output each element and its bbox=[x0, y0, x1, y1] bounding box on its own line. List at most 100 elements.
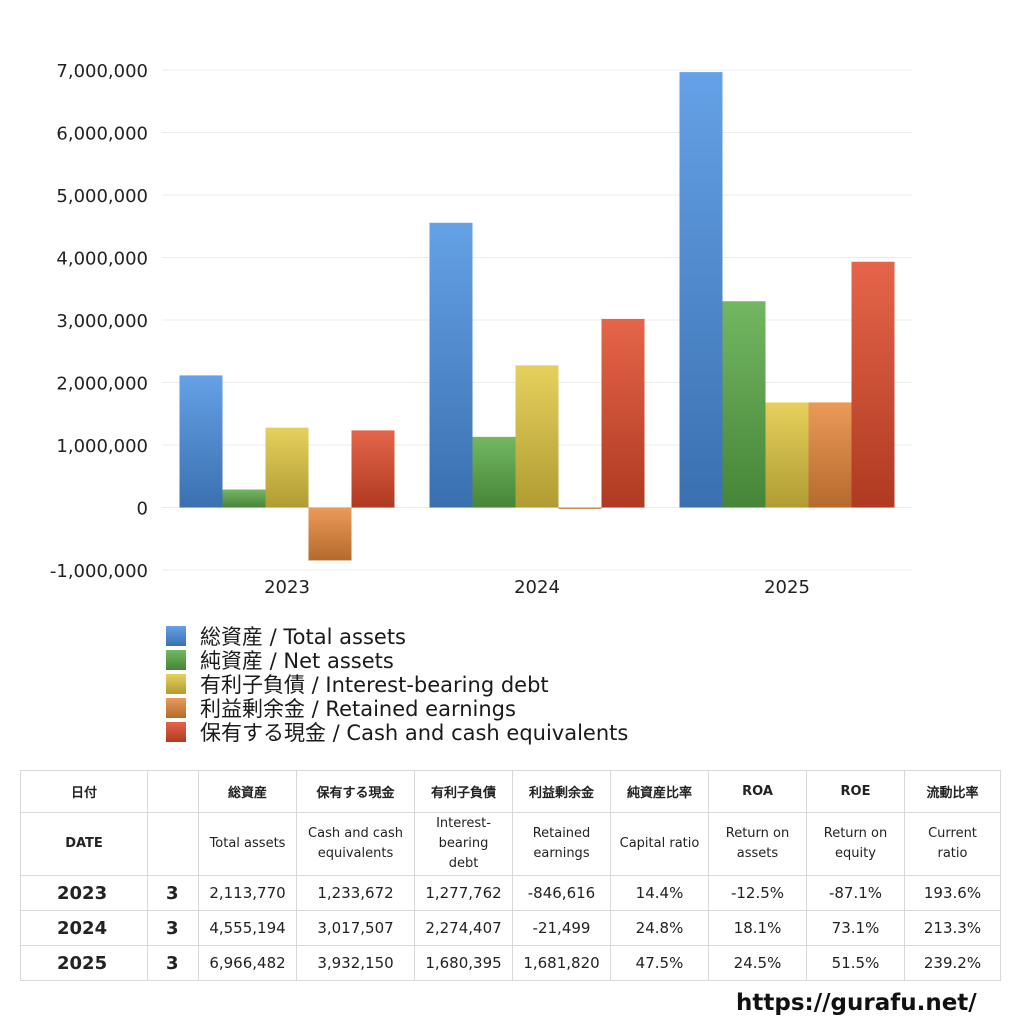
y-tick-label: -1,000,000 bbox=[50, 561, 148, 582]
y-tick-label: 1,000,000 bbox=[56, 436, 148, 457]
legend-swatch bbox=[166, 698, 186, 718]
bar bbox=[515, 365, 559, 508]
header-cell: Retained earnings bbox=[512, 812, 611, 876]
header-cell: DATE bbox=[20, 812, 148, 876]
bar bbox=[472, 436, 516, 508]
legend-label: 純資産 / Net assets bbox=[200, 649, 394, 673]
header-cell: 流動比率 bbox=[904, 770, 1001, 813]
bar bbox=[722, 301, 766, 508]
header-cell: 純資産比率 bbox=[610, 770, 709, 813]
y-tick-label: 3,000,000 bbox=[56, 311, 148, 332]
value-cell: 14.4% bbox=[610, 875, 709, 911]
header-cell bbox=[147, 812, 199, 876]
header-cell: Current ratio bbox=[904, 812, 1001, 876]
value-cell: 1,277,762 bbox=[414, 875, 513, 911]
bar bbox=[179, 375, 223, 508]
site-url: https://gurafu.net/ bbox=[736, 990, 977, 1016]
year-cell: 2023 bbox=[20, 875, 148, 911]
header-cell: Cash and cash equivalents bbox=[296, 812, 415, 876]
table-row: 2023 3 2,113,770 1,233,672 1,277,762 -846,616… bbox=[20, 875, 1001, 911]
bar bbox=[351, 430, 395, 508]
bar bbox=[808, 402, 852, 508]
value-cell: 3,017,507 bbox=[296, 910, 415, 946]
legend-label: 有利子負債 / Interest-bearing debt bbox=[200, 673, 549, 697]
bar bbox=[851, 261, 895, 508]
header-cell: 有利子負債 bbox=[414, 770, 513, 813]
legend-swatch bbox=[166, 674, 186, 694]
x-tick-label: 2023 bbox=[264, 577, 310, 598]
bar bbox=[222, 489, 266, 508]
year-cell: 2025 bbox=[20, 945, 148, 981]
legend-swatch bbox=[166, 650, 186, 670]
header-cell: ROA bbox=[708, 770, 807, 813]
header-cell: Return on assets bbox=[708, 812, 807, 876]
value-cell: 24.8% bbox=[610, 910, 709, 946]
value-cell: 2,113,770 bbox=[198, 875, 297, 911]
value-cell: 213.3% bbox=[904, 910, 1001, 946]
table-row: 2024 3 4,555,194 3,017,507 2,274,407 -21,499 2… bbox=[20, 910, 1001, 946]
bars bbox=[179, 72, 895, 561]
value-cell: -87.1% bbox=[806, 875, 905, 911]
value-cell: 6,966,482 bbox=[198, 945, 297, 981]
bar bbox=[558, 507, 602, 509]
legend-item: 保有する現金 / Cash and cash equivalents bbox=[166, 720, 629, 745]
table-row: 2025 3 6,966,482 3,932,150 1,680,395 1,681,82… bbox=[20, 945, 1001, 981]
legend-swatch bbox=[166, 722, 186, 742]
y-tick-label: 2,000,000 bbox=[56, 374, 148, 395]
legend-item: 純資産 / Net assets bbox=[166, 648, 628, 673]
value-cell: 47.5% bbox=[610, 945, 709, 981]
value-cell: -846,616 bbox=[512, 875, 611, 911]
header-cell bbox=[147, 770, 199, 813]
y-tick-label: 4,000,000 bbox=[56, 249, 148, 270]
legend-item: 利益剰余金 / Retained earnings bbox=[166, 696, 628, 721]
header-cell: ROE bbox=[806, 770, 905, 813]
legend: 総資産 / Total assets 純資産 / Net assets 有利子負債 … bbox=[166, 624, 629, 745]
value-cell: 1,680,395 bbox=[414, 945, 513, 981]
legend-label: 保有する現金 / Cash and cash equivalents bbox=[200, 721, 629, 745]
header-cell: 保有する現金 bbox=[296, 770, 415, 813]
financial-table: 日付 総資産 保有する現金 有利子負債 利益剰余金 純資産比率 ROA ROE 流動比率 DATE… bbox=[20, 770, 1001, 981]
bar bbox=[765, 402, 809, 508]
value-cell: -21,499 bbox=[512, 910, 611, 946]
header-cell: 総資産 bbox=[198, 770, 297, 813]
header-cell: 日付 bbox=[20, 770, 148, 813]
legend-label: 総資産 / Total assets bbox=[200, 625, 406, 649]
y-tick-label: 7,000,000 bbox=[56, 61, 148, 82]
month-cell: 3 bbox=[147, 945, 199, 981]
bar bbox=[265, 427, 309, 508]
y-tick-label: 0 bbox=[137, 499, 148, 520]
y-tick-label: 6,000,000 bbox=[56, 124, 148, 145]
value-cell: -12.5% bbox=[708, 875, 807, 911]
value-cell: 24.5% bbox=[708, 945, 807, 981]
legend-swatch bbox=[166, 626, 186, 646]
value-cell: 239.2% bbox=[904, 945, 1001, 981]
header-cell: Interest-bearing debt bbox=[414, 812, 513, 876]
header-cell: 利益剰余金 bbox=[512, 770, 611, 813]
header-cell: Total assets bbox=[198, 812, 297, 876]
month-cell: 3 bbox=[147, 875, 199, 911]
bar bbox=[679, 72, 723, 508]
value-cell: 193.6% bbox=[904, 875, 1001, 911]
bar-chart: 7,000,000 6,000,000 5,000,000 4,000,000 3,00… bbox=[50, 61, 912, 598]
year-cell: 2024 bbox=[20, 910, 148, 946]
header-cell: Return on equity bbox=[806, 812, 905, 876]
x-axis-ticks: 2023 2024 2025 bbox=[264, 577, 810, 598]
value-cell: 2,274,407 bbox=[414, 910, 513, 946]
legend-item: 有利子負債 / Interest-bearing debt bbox=[166, 672, 628, 697]
bar bbox=[308, 507, 352, 561]
value-cell: 1,681,820 bbox=[512, 945, 611, 981]
bar bbox=[429, 222, 473, 508]
legend-item: 総資産 / Total assets bbox=[166, 624, 628, 649]
value-cell: 1,233,672 bbox=[296, 875, 415, 911]
x-tick-label: 2024 bbox=[514, 577, 560, 598]
value-cell: 3,932,150 bbox=[296, 945, 415, 981]
bar bbox=[601, 318, 645, 508]
value-cell: 4,555,194 bbox=[198, 910, 297, 946]
header-row-en: DATE Total assets Cash and cash equivalents… bbox=[20, 812, 1001, 876]
header-cell: Capital ratio bbox=[610, 812, 709, 876]
value-cell: 51.5% bbox=[806, 945, 905, 981]
value-cell: 73.1% bbox=[806, 910, 905, 946]
legend-label: 利益剰余金 / Retained earnings bbox=[200, 697, 516, 721]
y-tick-label: 5,000,000 bbox=[56, 186, 148, 207]
header-row-jp: 日付 総資産 保有する現金 有利子負債 利益剰余金 純資産比率 ROA ROE 流動比率 bbox=[20, 770, 1001, 813]
